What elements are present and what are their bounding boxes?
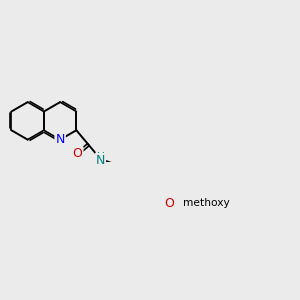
Text: O: O	[165, 197, 175, 210]
Text: methoxy: methoxy	[183, 198, 230, 208]
Text: O: O	[73, 147, 82, 160]
Text: H: H	[97, 152, 104, 162]
Text: N: N	[56, 133, 65, 146]
Text: N: N	[96, 154, 105, 167]
